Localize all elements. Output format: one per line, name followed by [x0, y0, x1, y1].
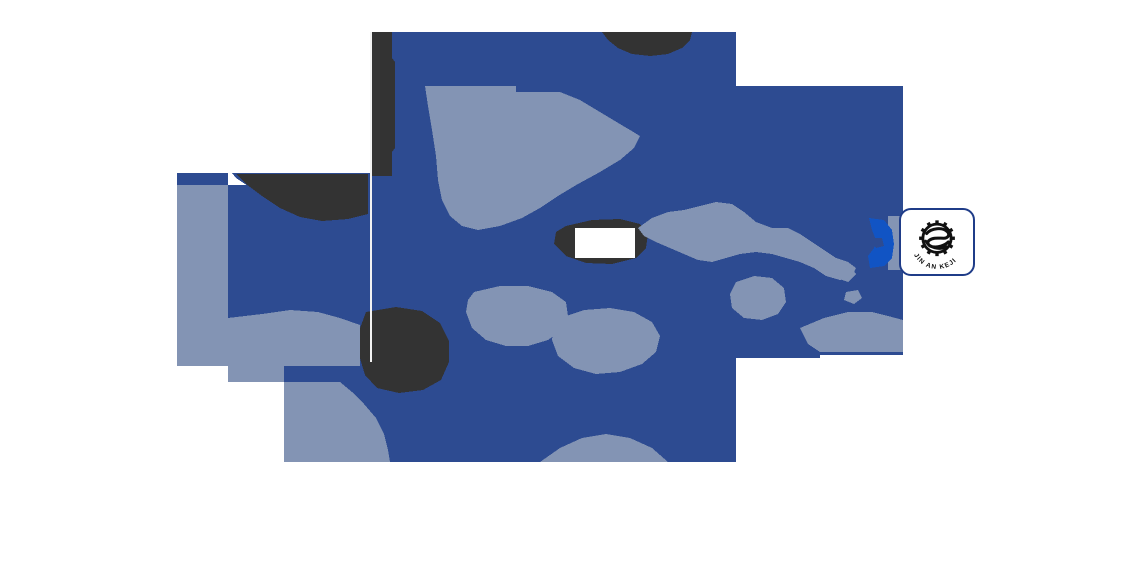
white-rectangle-mask [575, 228, 635, 258]
jin-an-keji-logo-badge[interactable]: JIN AN KEJI [899, 208, 975, 276]
vertical-hairline [370, 32, 372, 362]
steel-field [177, 86, 903, 462]
badge-wordmark: JIN AN KEJI [912, 252, 958, 271]
gear-globe-emblem-icon: JIN AN KEJI [912, 220, 958, 271]
bright-blue-accent [868, 218, 894, 268]
